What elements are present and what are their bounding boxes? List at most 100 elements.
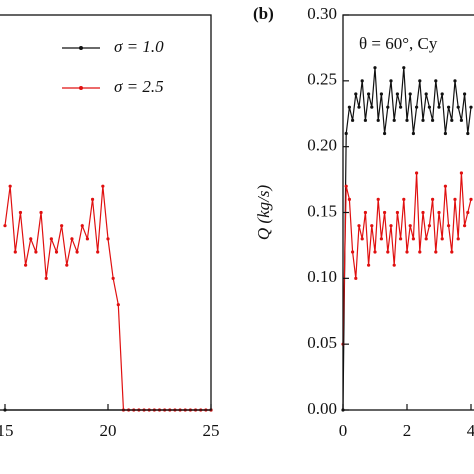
point [392,118,396,122]
point [351,250,355,254]
point [408,224,412,228]
point [450,250,454,254]
point [456,105,460,109]
point [431,118,435,122]
point [424,92,428,96]
point [453,197,457,201]
point [431,197,435,201]
point [90,197,95,201]
point [443,131,447,136]
point [34,250,38,254]
x-tick-label: 15 [0,421,14,440]
point [379,92,383,96]
legend-marker [79,86,83,90]
point [402,197,406,201]
x-tick-label: 4 [467,421,474,440]
point [411,131,415,136]
point [459,118,463,122]
point [29,237,33,241]
point [415,105,419,109]
legend-marker [79,46,83,50]
point [367,92,371,96]
point [373,66,377,70]
point [463,224,467,228]
point [39,210,43,215]
legend-label: σ = 2.5 [114,77,164,96]
legend-label: σ = 1.0 [114,37,164,56]
y-tick-label: 0.00 [307,399,337,418]
point [360,237,364,241]
x-tick-label: 20 [100,421,117,440]
point [427,105,431,109]
point [85,237,89,241]
point [399,237,403,241]
point [421,118,425,122]
point [376,118,380,122]
point [447,224,451,228]
y-axis-label: Q (kg/s) [254,185,273,241]
point [347,105,351,109]
point [360,79,364,83]
point [466,131,470,136]
series-line [4,186,211,411]
point [367,263,371,267]
point [383,210,387,215]
point [408,92,412,96]
y-tick-label: 0.05 [307,333,337,352]
point [101,184,105,188]
point [440,92,444,96]
plot-frame [0,14,212,411]
point [70,237,74,241]
panel-label: (b) [253,4,274,23]
point [434,79,438,83]
point [370,224,374,228]
point [424,237,428,241]
point [437,210,441,215]
point [395,210,399,215]
series-line [342,172,472,345]
point [447,105,451,109]
point [65,263,69,267]
point [411,237,415,241]
point [469,105,473,109]
point [357,105,361,109]
point [421,210,425,215]
x-tick-label: 25 [203,421,220,440]
point [434,250,438,254]
point [383,131,387,136]
point [370,105,374,109]
point [456,237,460,241]
point [347,197,351,201]
y-tick-label: 0.20 [307,136,337,155]
x-tick-label: 2 [403,421,412,440]
point [354,276,358,280]
point [54,250,59,254]
point [443,184,447,188]
point [351,118,355,122]
point [44,276,48,280]
point [459,171,463,175]
point [453,79,457,83]
point [344,184,348,188]
y-tick-label: 0.25 [307,70,337,89]
point [8,184,12,188]
point [3,224,7,228]
point [405,118,409,122]
point [363,210,367,215]
point [49,237,53,241]
point [376,197,380,201]
point [392,263,396,267]
point [437,105,441,109]
point [96,250,100,254]
annotation: θ = 60°, Cy [359,34,438,53]
point [373,250,377,254]
point [24,263,28,267]
y-tick-label: 0.30 [307,4,337,23]
point [418,79,422,83]
point [395,92,399,96]
point [405,250,409,254]
point [466,210,470,215]
x-tick-label: 0 [339,421,348,440]
point [106,237,110,241]
